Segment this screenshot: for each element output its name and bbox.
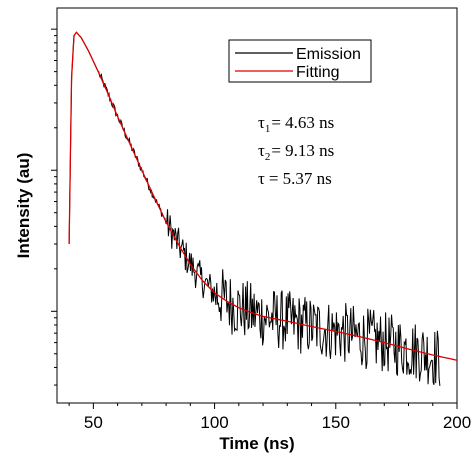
legend-box <box>228 39 372 83</box>
legend-label-fitting: Fitting <box>296 64 340 81</box>
x-axis-ticks: 50 100 150 200 <box>51 28 471 432</box>
annotation-tau-2-value: = 9.13 ns <box>271 141 334 160</box>
annotation-tau-1: τ1= 4.63 ns <box>258 113 334 135</box>
x-tick-label-150: 150 <box>322 413 350 432</box>
x-tick-label-50: 50 <box>84 413 103 432</box>
annotation-tau-2-sub: 2 <box>265 151 271 163</box>
series-layer <box>68 31 458 387</box>
annotation-tau-avg-symbol: τ <box>258 169 265 188</box>
x-tick-label-100: 100 <box>200 413 228 432</box>
legend-label-emission: Emission <box>296 46 361 63</box>
lifetime-annotations: τ1= 4.63 ns τ2= 9.13 ns τ = 5.37 ns <box>258 113 334 188</box>
annotation-tau-avg: τ = 5.37 ns <box>258 169 332 188</box>
annotation-tau-1-symbol: τ <box>258 113 265 132</box>
y-axis-title: Intensity (au) <box>14 153 33 259</box>
plot-area-frame <box>56 7 458 404</box>
annotation-tau-2-symbol: τ <box>258 141 265 160</box>
x-tick-label-200: 200 <box>443 413 471 432</box>
series-line-emission <box>68 32 441 387</box>
series-line-fitting <box>68 31 458 361</box>
x-axis-title: Time (ns) <box>219 434 294 453</box>
annotation-tau-2: τ2= 9.13 ns <box>258 141 334 163</box>
annotation-tau-avg-value: = 5.37 ns <box>269 169 332 188</box>
legend: Emission Fitting <box>228 39 372 83</box>
annotation-tau-1-sub: 1 <box>265 123 271 135</box>
annotation-tau-1-value: = 4.63 ns <box>271 113 334 132</box>
